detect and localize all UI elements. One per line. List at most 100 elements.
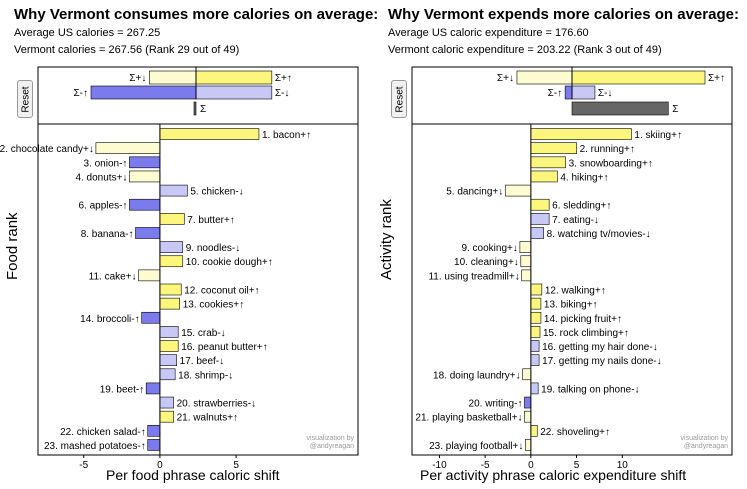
bar-11 [521, 269, 532, 282]
bar-9 [519, 241, 532, 253]
bar-label-17: 17. beef-↓ [180, 356, 224, 367]
plot-frame [411, 123, 733, 456]
bar-label-15: 15. rock climbing+↑ [543, 328, 629, 339]
food-chart-panel: Why Vermont consumes more calories on av… [0, 0, 378, 489]
bar-15 [159, 326, 179, 338]
activity-chart-panel: Why Vermont expends more calories on ave… [374, 0, 744, 489]
summary-bar-neg-down [195, 85, 273, 100]
reset-button[interactable]: Reset [391, 80, 407, 118]
average-stat: Average US calories = 267.25 [14, 27, 161, 39]
bar-15 [530, 326, 541, 338]
bar-17 [530, 354, 540, 366]
summary-label-total: Σ [672, 104, 678, 115]
reset-button[interactable]: Reset [17, 80, 33, 118]
summary-label-neg-up: Σ-↑ [548, 88, 563, 99]
bar-21 [159, 410, 174, 423]
summary-bar-total [193, 101, 197, 116]
summary-bar-pos-up [571, 70, 706, 85]
bar-label-15: 15. crab-↓ [181, 328, 225, 339]
x-tick-label-2: 5 [233, 460, 239, 471]
x-tick-label-2: 0 [528, 460, 534, 471]
bar-label-22: 22. shoveling+↑ [540, 427, 610, 438]
bar-12 [530, 283, 543, 296]
summary-label-pos-down: Σ+↓ [129, 73, 146, 84]
bar-20 [524, 396, 532, 409]
bar-13 [530, 297, 542, 310]
bar-label-13: 13. biking+↑ [544, 300, 598, 311]
bar-label-5: 5. chicken-↓ [190, 187, 243, 198]
bar-label-5: 5. dancing+↓ [446, 187, 503, 198]
chart-title: Why Vermont expends more calories on ave… [388, 6, 739, 23]
bar-9 [159, 241, 184, 253]
bar-label-4: 4. donuts+↓ [75, 172, 127, 183]
bar-label-7: 7. butter+↑ [187, 215, 235, 226]
summary-label-neg-up: Σ-↑ [73, 88, 88, 99]
bar-7 [159, 213, 185, 225]
x-tick-label-0: -10 [432, 460, 447, 471]
bar-label-11: 11. cake+↓ [89, 271, 137, 282]
bar-label-21: 21. playing basketball+↓ [415, 413, 522, 424]
x-tick-label-1: 0 [157, 460, 163, 471]
bar-4 [129, 170, 161, 183]
bar-5 [504, 184, 532, 197]
plot-frame [37, 123, 359, 456]
bar-6 [129, 198, 161, 211]
bar-23 [147, 439, 161, 451]
bar-1 [159, 128, 260, 140]
bar-label-11: 11. using treadmill+↓ [428, 271, 519, 282]
x-axis-label: Per activity phrase caloric expenditure … [420, 467, 687, 483]
bar-7 [530, 213, 550, 225]
bar-label-14: 14. broccoli-↑ [80, 314, 139, 325]
state-stat: Vermont caloric expenditure = 203.22 (Ra… [388, 44, 662, 56]
bar-5 [159, 184, 188, 197]
summary-label-total: Σ [200, 104, 206, 115]
bar-label-7: 7. eating-↓ [552, 215, 599, 226]
bar-label-6: 6. sledding+↑ [552, 201, 611, 212]
bar-label-1: 1. bacon+↑ [262, 130, 311, 141]
bar-label-10: 10. cookie dough+↑ [186, 257, 273, 268]
summary-label-pos-up: Σ+↑ [708, 73, 725, 84]
bar-12 [159, 283, 182, 296]
bar-16 [159, 340, 179, 352]
bar-label-23: 23. mashed potatoes-↑ [44, 441, 146, 452]
bar-22 [530, 425, 538, 437]
bar-14 [530, 311, 542, 324]
food-chart-svg: Σ+↓ Σ+↑ Σ-↑ Σ-↓ Σ 1. bacon+↑ 2. chocolate cand… [0, 66, 359, 471]
summary-bar-pos-down [149, 70, 197, 85]
bar-18 [159, 368, 176, 381]
bar-10 [159, 255, 184, 268]
credit-line-2: @andyreagan [310, 443, 354, 450]
bar-label-1: 1. skiing+↑ [634, 130, 682, 141]
summary-label-pos-down: Σ+↓ [497, 73, 514, 84]
x-tick-label-4: 10 [617, 460, 629, 471]
bar-label-9: 9. cooking+↓ [461, 243, 517, 254]
summary-label-neg-down: Σ-↓ [275, 88, 290, 99]
bar-2 [95, 142, 161, 154]
bar-label-20: 20. writing-↑ [469, 399, 523, 410]
summary-bar-neg-up [564, 85, 573, 100]
bar-3 [530, 156, 566, 169]
bar-label-10: 10. cleaning+↓ [454, 257, 519, 268]
bar-label-3: 3. snowboarding+↑ [569, 158, 653, 169]
bar-label-18: 18. shrimp-↓ [178, 370, 233, 381]
bar-label-16: 16. peanut butter+↑ [181, 342, 267, 353]
chart-title: Why Vermont consumes more calories on av… [14, 6, 379, 23]
bar-label-21: 21. walnuts+↑ [177, 413, 238, 424]
bar-label-22: 22. chicken salad-↑ [60, 427, 146, 438]
bar-label-2: 2. chocolate candy+↓ [0, 144, 94, 155]
bar-label-6: 6. apples-↑ [79, 201, 128, 212]
x-tick-label-1: -5 [481, 460, 490, 471]
bar-11 [138, 269, 161, 282]
bar-23 [525, 439, 532, 451]
bar-2 [530, 142, 577, 154]
bar-13 [159, 297, 181, 310]
bar-16 [530, 340, 540, 352]
bar-label-18: 18. doing laundry+↓ [433, 370, 521, 381]
bar-8 [135, 227, 161, 239]
bar-label-16: 16. getting my hair done-↓ [542, 342, 658, 353]
bar-10 [520, 255, 532, 268]
credit-line-2: @andyreagan [684, 443, 728, 450]
bar-14 [141, 311, 161, 324]
bar-1 [530, 128, 632, 140]
summary-bar-pos-up [195, 70, 273, 85]
